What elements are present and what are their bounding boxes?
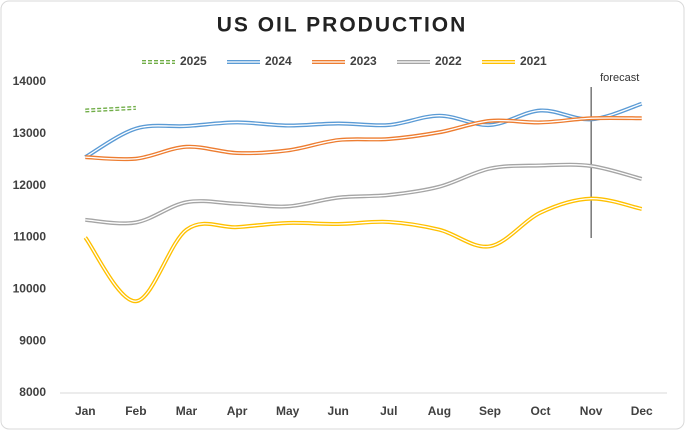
x-tick-label: Apr [227, 404, 248, 418]
x-tick-label: Nov [580, 404, 603, 418]
series-line-inner [85, 107, 136, 112]
y-tick-label: 9000 [19, 333, 46, 347]
legend-label: 2024 [265, 54, 292, 68]
x-tick-label: Mar [176, 404, 198, 418]
annotation: forecast [600, 72, 639, 84]
x-tick-label: Oct [531, 404, 551, 418]
series-line-inner [84, 103, 642, 158]
x-tick-label: Dec [631, 404, 653, 418]
x-tick-label: Jan [75, 404, 96, 418]
x-tick-label: Feb [125, 404, 146, 418]
series-line-inner [85, 164, 642, 225]
x-tick-label: Aug [428, 404, 451, 418]
legend-label: 2025 [180, 54, 207, 68]
x-tick-label: Jul [380, 404, 397, 418]
chart-title: US OIL PRODUCTION [217, 14, 468, 37]
legend-label: 2021 [520, 54, 547, 68]
legend-label: 2022 [435, 54, 462, 68]
legend-label: 2023 [350, 54, 377, 68]
series-line-inner [85, 117, 642, 160]
y-tick-label: 13000 [13, 126, 47, 140]
x-tick-label: May [276, 404, 300, 418]
y-tick-label: 8000 [19, 385, 46, 399]
y-tick-label: 10000 [13, 282, 47, 296]
x-tick-label: Sep [479, 404, 501, 418]
x-tick-label: Jun [328, 404, 349, 418]
series-line-inner [84, 197, 642, 302]
y-tick-label: 11000 [13, 230, 46, 244]
y-tick-label: 14000 [13, 74, 47, 88]
y-tick-label: 12000 [13, 178, 47, 192]
